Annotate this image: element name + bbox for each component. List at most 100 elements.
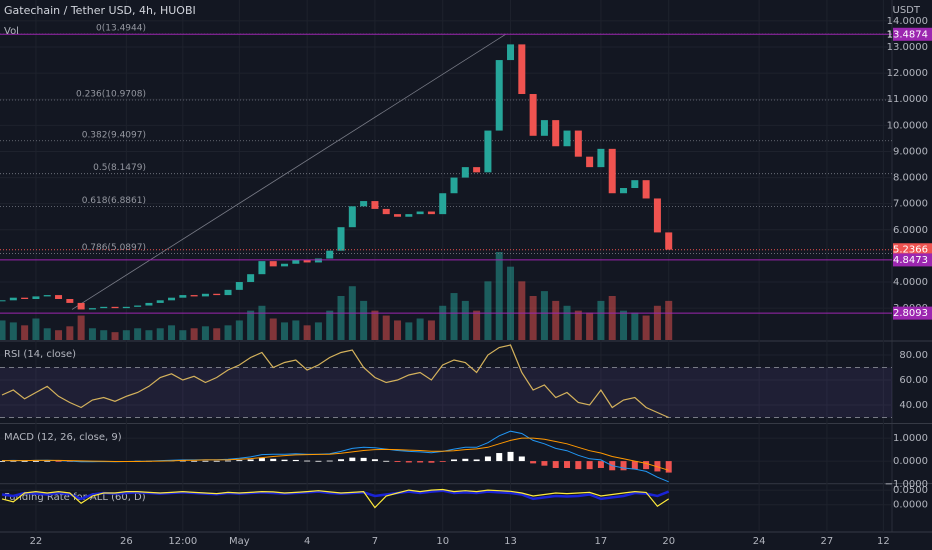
volume-bar bbox=[111, 332, 119, 340]
candle bbox=[213, 293, 221, 296]
candle bbox=[405, 214, 413, 217]
candle bbox=[235, 282, 243, 290]
histogram-bar bbox=[405, 461, 412, 463]
price-badge-label: 2.8093 bbox=[893, 308, 928, 319]
x-tick-label: 22 bbox=[30, 536, 43, 547]
volume-bar bbox=[371, 310, 379, 340]
volume-bar bbox=[326, 310, 334, 340]
candle bbox=[653, 198, 661, 233]
volume-bar bbox=[224, 325, 232, 340]
volume-bar bbox=[586, 312, 594, 340]
volume-bar bbox=[382, 315, 390, 340]
histogram-bar bbox=[654, 461, 661, 472]
histogram-bar bbox=[179, 460, 186, 462]
histogram-bar bbox=[10, 460, 17, 462]
histogram-bar bbox=[530, 461, 537, 464]
price-badge bbox=[893, 306, 932, 320]
volume-bar bbox=[507, 266, 515, 340]
x-tick-label: 27 bbox=[821, 536, 834, 547]
volume-bar bbox=[360, 300, 368, 340]
candle bbox=[427, 211, 435, 215]
y-tick-label: 7.0000 bbox=[893, 199, 928, 210]
volume-bar bbox=[529, 296, 537, 340]
histogram-bar bbox=[496, 453, 503, 462]
histogram-bar bbox=[258, 458, 265, 462]
volume-bar bbox=[540, 291, 548, 340]
x-tick-label: 7 bbox=[372, 536, 378, 547]
fib-label: 0.618(6.8861) bbox=[82, 196, 146, 206]
candle bbox=[32, 296, 40, 300]
histogram-bar bbox=[213, 460, 220, 462]
price-badge bbox=[893, 27, 932, 41]
candle bbox=[66, 299, 74, 303]
histogram-bar bbox=[484, 456, 491, 462]
candle bbox=[201, 293, 209, 297]
candle bbox=[326, 250, 334, 259]
candle bbox=[292, 259, 300, 264]
candle bbox=[224, 289, 232, 296]
histogram-bar bbox=[225, 460, 232, 462]
histogram-bar bbox=[55, 461, 62, 462]
candle bbox=[21, 297, 29, 300]
candle bbox=[122, 306, 130, 309]
indicator-line bbox=[1, 344, 669, 419]
symbol-title: Gatechain / Tether USD, 4h, HUOBI bbox=[4, 4, 196, 17]
volume-bar bbox=[258, 305, 266, 340]
candle bbox=[168, 297, 176, 301]
volume-bar bbox=[190, 328, 198, 340]
histogram-bar bbox=[21, 461, 28, 462]
volume-bar bbox=[620, 310, 628, 340]
candle bbox=[145, 302, 153, 306]
histogram-bar bbox=[292, 459, 299, 462]
y-tick-label: 14.0000 bbox=[887, 16, 928, 27]
candle bbox=[111, 306, 119, 309]
volume-bar bbox=[495, 252, 503, 340]
volume-bar bbox=[179, 330, 187, 340]
indicator-line bbox=[2, 437, 669, 471]
volume-bar bbox=[66, 326, 74, 340]
volume-bar bbox=[32, 318, 40, 340]
y-tick-label: 4.0000 bbox=[893, 277, 928, 288]
candle bbox=[631, 180, 639, 189]
x-tick-label: 13 bbox=[504, 536, 517, 547]
x-tick-label: 24 bbox=[753, 536, 766, 547]
candle bbox=[450, 177, 458, 194]
x-tick-label: 20 bbox=[662, 536, 675, 547]
fib-label: 0.382(9.4097) bbox=[82, 130, 146, 140]
volume-bar bbox=[145, 330, 153, 340]
indicator-line bbox=[1, 488, 670, 509]
volume-bar bbox=[77, 315, 85, 340]
price-badge-label: 13.4874 bbox=[887, 29, 928, 40]
volume-bar bbox=[642, 315, 650, 340]
histogram-bar bbox=[32, 461, 39, 462]
candle bbox=[473, 167, 481, 173]
volume-bar bbox=[100, 330, 108, 340]
volume-bar bbox=[122, 330, 130, 340]
volume-bar bbox=[653, 305, 661, 340]
candle bbox=[394, 214, 402, 217]
volume-bar bbox=[247, 310, 255, 340]
y-tick-label: 12.0000 bbox=[887, 68, 928, 79]
volume-bar bbox=[43, 328, 51, 340]
volume-bar bbox=[292, 320, 300, 340]
candle bbox=[484, 130, 492, 173]
y-tick-label: 10.0000 bbox=[887, 120, 928, 131]
volume-bar bbox=[427, 320, 435, 340]
histogram-bar bbox=[586, 461, 593, 470]
histogram-bar bbox=[439, 461, 446, 462]
histogram-bar bbox=[665, 461, 672, 473]
volume-bar bbox=[473, 310, 481, 340]
histogram-bar bbox=[394, 461, 401, 463]
fib-label: 0(13.4944) bbox=[96, 24, 146, 34]
candle bbox=[495, 60, 503, 131]
candle bbox=[77, 302, 85, 310]
volume-bar bbox=[213, 328, 221, 340]
candle bbox=[620, 188, 628, 194]
histogram-bar bbox=[44, 460, 51, 462]
candle bbox=[642, 180, 650, 199]
histogram-bar bbox=[360, 457, 367, 462]
histogram-bar bbox=[507, 451, 514, 462]
volume-bar bbox=[314, 322, 322, 340]
